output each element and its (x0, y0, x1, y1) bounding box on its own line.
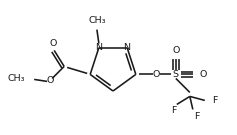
Text: F: F (194, 112, 200, 121)
Text: N: N (124, 43, 131, 52)
Text: F: F (212, 96, 217, 105)
Text: O: O (46, 76, 54, 85)
Text: CH₃: CH₃ (8, 74, 25, 83)
Text: F: F (171, 106, 177, 115)
Text: N: N (96, 43, 102, 52)
Text: O: O (172, 46, 179, 55)
Text: O: O (152, 70, 160, 79)
Text: O: O (200, 70, 207, 79)
Text: O: O (50, 39, 57, 48)
Text: S: S (173, 70, 179, 79)
Text: CH₃: CH₃ (88, 16, 106, 25)
